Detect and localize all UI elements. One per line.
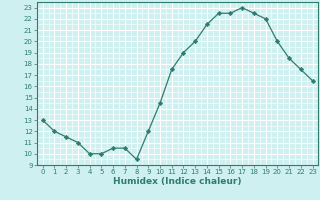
X-axis label: Humidex (Indice chaleur): Humidex (Indice chaleur) [113,177,242,186]
